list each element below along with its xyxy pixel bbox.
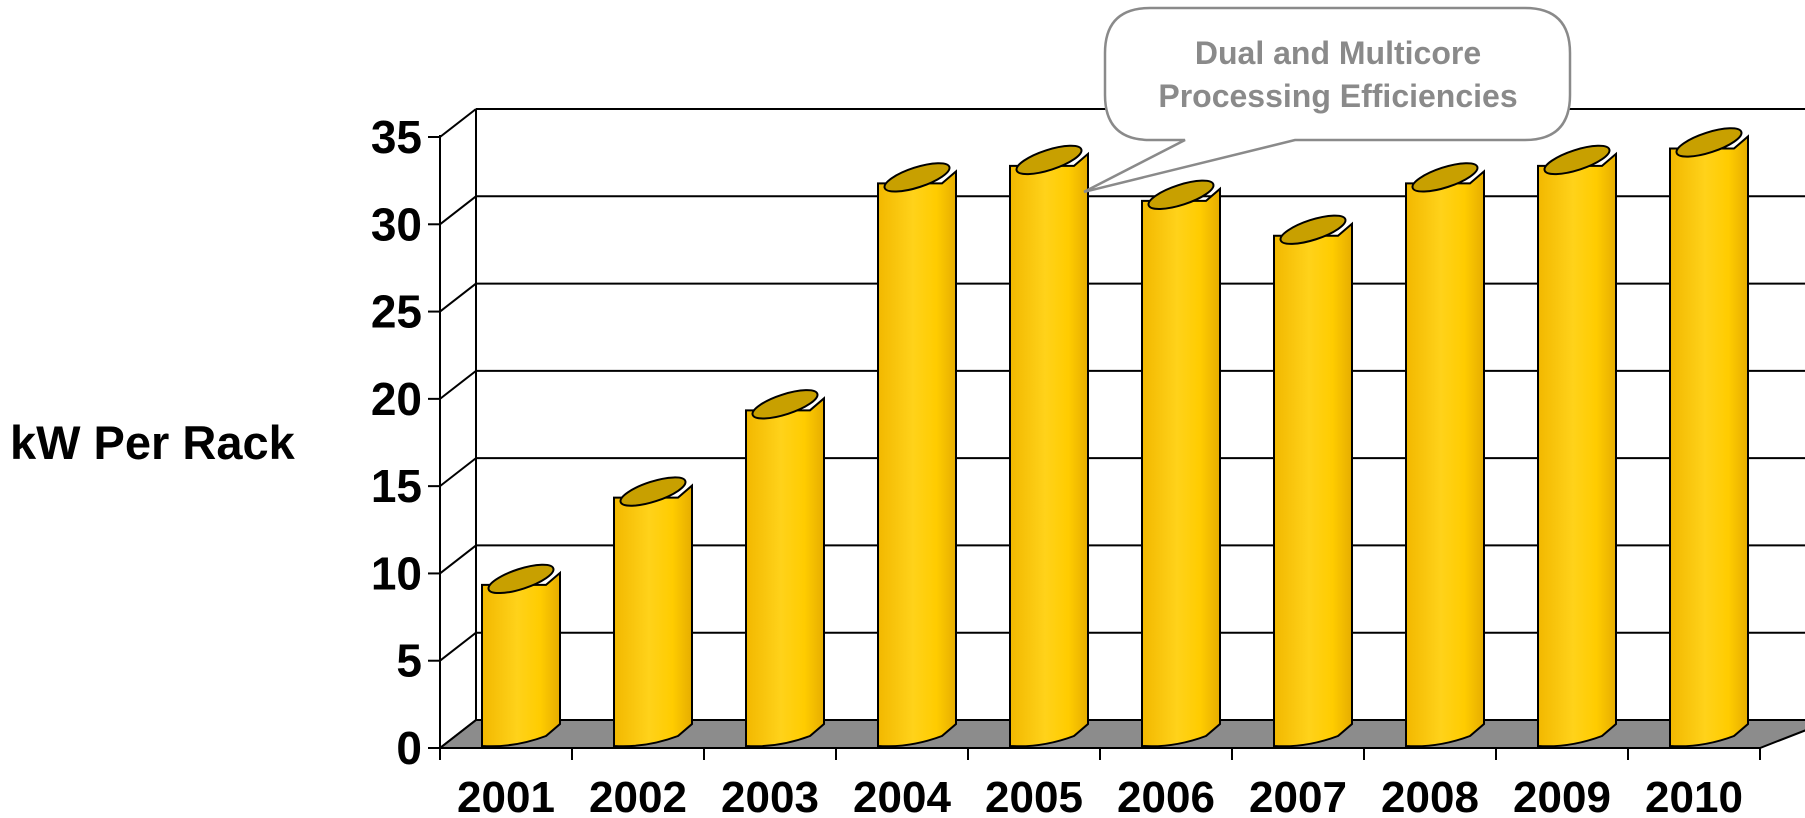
- x-tick-label: 2009: [1513, 773, 1611, 818]
- y-tick-label: 15: [371, 460, 422, 512]
- x-tick-label: 2004: [853, 773, 951, 818]
- bar-top: [1279, 214, 1347, 245]
- bar-2005: [1009, 144, 1089, 748]
- bar-2007: [1273, 214, 1353, 748]
- gridline-diagonal: [439, 544, 477, 575]
- bar-top: [751, 389, 819, 420]
- gridline-diagonal: [439, 631, 477, 662]
- x-tick-label: 2006: [1117, 773, 1215, 818]
- gridline-diagonal: [439, 108, 477, 138]
- x-tick-label: 2002: [589, 773, 687, 818]
- bar-2006: [1141, 179, 1221, 748]
- bar-body: [1141, 186, 1221, 748]
- bar-2010: [1669, 127, 1749, 748]
- bar-top: [619, 476, 687, 507]
- bar-body: [481, 570, 561, 748]
- bar-top: [1147, 179, 1215, 211]
- bar-2002: [613, 476, 693, 748]
- bar-2009: [1537, 144, 1617, 748]
- gridline-diagonal: [439, 282, 477, 313]
- y-tick-label: 10: [371, 547, 422, 599]
- callout-line-1: Dual and Multicore: [1195, 35, 1481, 71]
- bar-2004: [877, 162, 957, 748]
- y-axis-label: kW Per Rack: [10, 416, 296, 469]
- x-tick-label: 2001: [457, 773, 555, 818]
- y-tick-label: 5: [396, 635, 422, 687]
- x-tick-label: 2010: [1645, 773, 1743, 818]
- bar-2001: [481, 563, 561, 748]
- y-tick-label: 25: [371, 286, 422, 338]
- axes: [428, 109, 1761, 760]
- bar-body: [1405, 169, 1485, 748]
- tick-labels: 0 5 10 15 20 25 30 35 2001 2002 2003 2004 2005 2006 20…: [371, 111, 1743, 818]
- bar-2008: [1405, 162, 1485, 748]
- bar-body: [613, 483, 693, 748]
- bar-body: [1009, 151, 1089, 748]
- bar-2003: [745, 389, 825, 748]
- x-tick-label: 2008: [1381, 773, 1479, 818]
- callout-line-2: Processing Efficiencies: [1158, 78, 1517, 114]
- y-tick-label: 30: [371, 198, 422, 250]
- bar-body: [1669, 134, 1749, 748]
- bar-body: [877, 169, 957, 748]
- bar-body: [745, 396, 825, 748]
- y-tick-label: 20: [371, 373, 422, 425]
- gridline-diagonal: [439, 195, 477, 226]
- y-tick-label: 0: [396, 722, 422, 774]
- bar-top: [1543, 144, 1611, 176]
- x-tick-label: 2005: [985, 773, 1083, 818]
- bar-top: [487, 563, 555, 595]
- bar-body: [1537, 151, 1617, 748]
- gridline-diagonal: [439, 457, 477, 487]
- gridline-diagonal: [439, 719, 477, 749]
- bar-top: [1411, 162, 1479, 193]
- gridline-diagonal: [439, 370, 477, 400]
- y-tick-label: 35: [371, 111, 422, 163]
- annotation-callout: Dual and Multicore Processing Efficienci…: [1083, 6, 1572, 194]
- callout-bubble: [1083, 6, 1572, 194]
- x-tick-label: 2003: [721, 773, 819, 818]
- bar-top: [1675, 127, 1743, 158]
- bars: [481, 127, 1749, 748]
- x-tick-label: 2007: [1249, 773, 1347, 818]
- bar-body: [1273, 221, 1353, 748]
- bar-top: [883, 162, 951, 193]
- bar-top: [1015, 144, 1083, 176]
